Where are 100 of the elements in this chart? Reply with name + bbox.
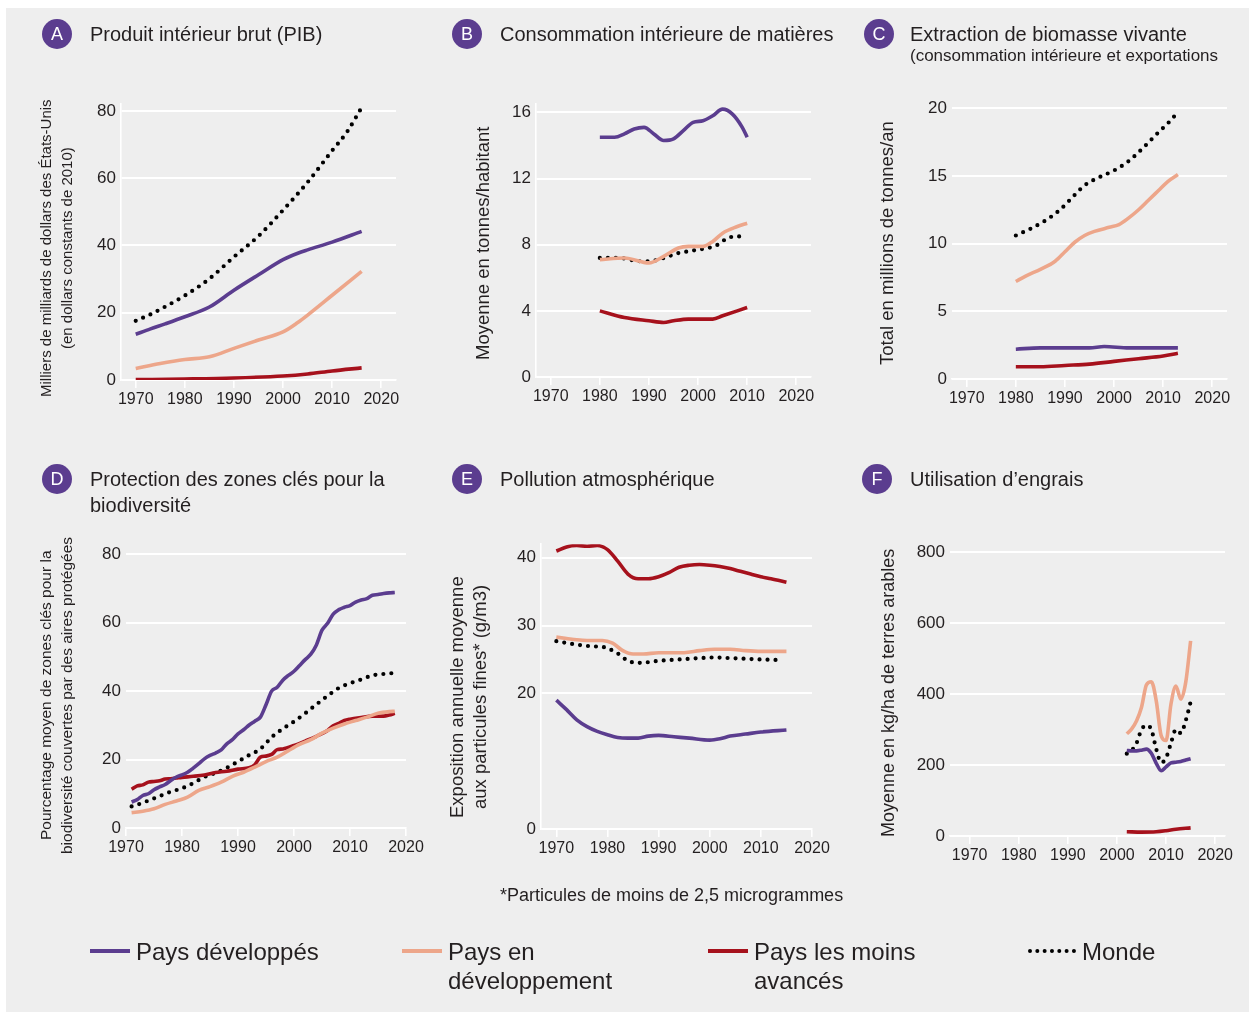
x-tick-label: 1980 — [167, 390, 203, 408]
line-series — [133, 229, 364, 337]
x-tick-label: 2000 — [265, 390, 301, 408]
line-series — [133, 366, 364, 380]
y-tick-label: 40 — [97, 235, 116, 255]
x-tick-label: 2020 — [1194, 389, 1231, 407]
y-tick-label: 15 — [928, 165, 947, 185]
line-series — [598, 221, 749, 265]
x-tick-label: 2000 — [680, 387, 716, 405]
line-series — [554, 544, 789, 584]
y-axis-title: Moyenne en tonnes/habitant — [472, 125, 494, 362]
y-tick-label: 20 — [97, 302, 116, 322]
legend-label: Monde — [1082, 937, 1156, 966]
y-tick-label: 5 — [937, 300, 947, 320]
x-tick-label: 2000 — [276, 838, 312, 856]
y-axis-title: Total en millions de tonnes/an — [876, 120, 898, 367]
x-tick-label: 2020 — [778, 387, 815, 405]
line-series — [598, 107, 749, 143]
chart-title: Protection des zones clés pour la biodiversité — [90, 467, 386, 518]
x-tick-label: 1990 — [1050, 846, 1086, 864]
chart-title: Extraction de biomasse vivante — [910, 22, 1188, 47]
chart-title: Consommation intérieure de matières — [500, 22, 835, 47]
x-tick-label: 1970 — [117, 390, 154, 408]
x-tick-label: 2010 — [743, 839, 779, 857]
y-axis-title: Exposition annuelle moyenne aux particules fines* (g/m3) — [445, 575, 491, 820]
x-tick-label: 2020 — [794, 839, 830, 857]
line-series — [1014, 351, 1180, 369]
y-tick-label: 4 — [521, 300, 531, 320]
line-series — [598, 305, 749, 325]
text: F — [862, 464, 892, 494]
y-axis-title: Pourcentage moyen de zones clés pour la biodiversité couvertes par des aires protégées — [36, 535, 76, 856]
y-tick-label: 30 — [517, 615, 536, 635]
y-tick-label: 80 — [102, 543, 121, 563]
y-tick-label: 0 — [526, 818, 536, 838]
y-tick-label: 20 — [102, 749, 121, 769]
y-tick-label: 800 — [916, 541, 945, 561]
x-tick-label: 1970 — [948, 389, 985, 407]
y-tick-label: 12 — [512, 168, 531, 188]
y-tick-label: 10 — [928, 233, 947, 253]
y-tick-label: 0 — [521, 366, 531, 386]
text: E — [452, 464, 482, 494]
x-tick-label: 1980 — [589, 839, 626, 857]
line-series — [1124, 747, 1193, 773]
x-tick-label: 2010 — [314, 390, 351, 408]
x-tick-label: 2020 — [363, 390, 400, 408]
x-tick-label: 1970 — [538, 839, 575, 857]
x-tick-label: 1980 — [164, 838, 200, 856]
x-tick-label: 1970 — [532, 387, 569, 405]
line-series — [1014, 172, 1180, 284]
x-tick-label: 1990 — [220, 838, 256, 856]
legend-label: Pays développés — [136, 937, 319, 966]
legend-label: Pays en développement — [448, 937, 614, 995]
legend-label: Pays les moins avancés — [754, 937, 917, 995]
line-series — [129, 590, 397, 804]
text: B — [452, 19, 482, 49]
y-tick-label: 16 — [512, 102, 531, 122]
x-tick-label: 2000 — [1099, 846, 1135, 864]
x-tick-label: 2010 — [1145, 389, 1182, 407]
y-tick-label: 400 — [916, 683, 945, 703]
x-tick-label: 1990 — [640, 839, 677, 857]
y-tick-label: 200 — [916, 754, 945, 774]
x-tick-label: 1970 — [951, 846, 988, 864]
y-tick-label: 20 — [517, 683, 536, 703]
x-tick-label: 1990 — [216, 390, 252, 408]
chart-subtitle: (consommation intérieure et exportations — [910, 46, 1219, 66]
chart-title: Pollution atmosphérique — [500, 467, 716, 492]
y-tick-label: 40 — [517, 547, 536, 567]
x-tick-label: 2000 — [691, 839, 728, 857]
y-axis-title: Milliers de milliards de dollars des États-Unis (en dollars constants de 2010) — [36, 98, 76, 399]
line-series — [133, 269, 364, 371]
x-tick-label: 2010 — [332, 838, 368, 856]
line-series — [133, 105, 364, 323]
y-tick-label: 0 — [937, 368, 947, 388]
x-tick-label: 2000 — [1096, 389, 1132, 407]
x-tick-label: 2020 — [388, 838, 424, 856]
x-tick-label: 1980 — [582, 387, 618, 405]
x-tick-label: 1970 — [108, 838, 144, 856]
y-tick-label: 8 — [521, 234, 531, 254]
y-tick-label: 80 — [97, 100, 116, 120]
y-axis-title: Moyenne en kg/ha de terres arables — [877, 547, 899, 840]
text: D — [42, 464, 72, 494]
y-tick-label: 20 — [928, 97, 947, 117]
y-tick-label: 60 — [102, 612, 121, 632]
x-tick-label: 2010 — [1148, 846, 1184, 864]
chart-title: Utilisation d’engrais — [910, 467, 1085, 492]
line-series — [554, 635, 789, 656]
text: A — [42, 19, 72, 49]
y-tick-label: 40 — [102, 680, 121, 700]
x-tick-label: 1990 — [631, 387, 667, 405]
chart-title: Produit intérieur brut (PIB) — [90, 22, 324, 47]
text: *Particules de moins de 2,5 microgrammes — [500, 884, 845, 906]
text: C — [864, 19, 894, 49]
x-tick-label: 2020 — [1197, 846, 1234, 864]
x-tick-label: 1980 — [998, 389, 1034, 407]
y-tick-label: 600 — [916, 612, 945, 632]
y-tick-label: 0 — [111, 817, 121, 837]
line-series — [1124, 639, 1193, 743]
line-series — [129, 709, 397, 815]
x-tick-label: 1990 — [1047, 389, 1083, 407]
line-series — [1124, 699, 1193, 765]
